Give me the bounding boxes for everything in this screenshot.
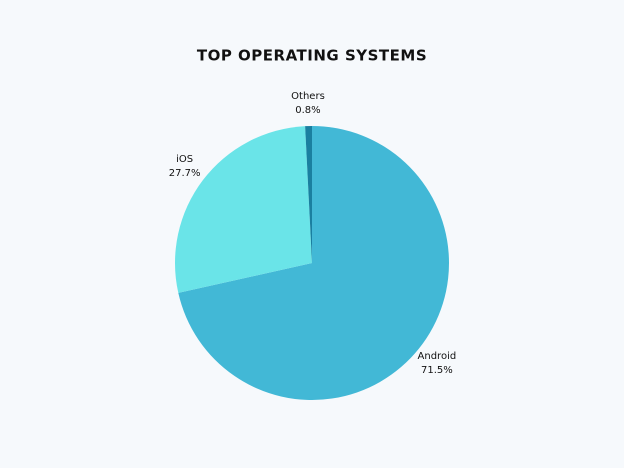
slice-label: Android: [418, 351, 457, 362]
pie-slice: [178, 126, 449, 401]
pie-slice: [305, 126, 312, 263]
chart-title: TOP OPERATING SYSTEMS: [197, 47, 427, 65]
slice-value-label: 27.7%: [169, 168, 201, 179]
slice-value-label: 0.8%: [295, 105, 320, 116]
pie-slice: [175, 126, 312, 293]
slice-label: iOS: [176, 154, 193, 165]
slice-value-label: 71.5%: [421, 365, 453, 376]
slice-label: Others: [291, 91, 325, 102]
